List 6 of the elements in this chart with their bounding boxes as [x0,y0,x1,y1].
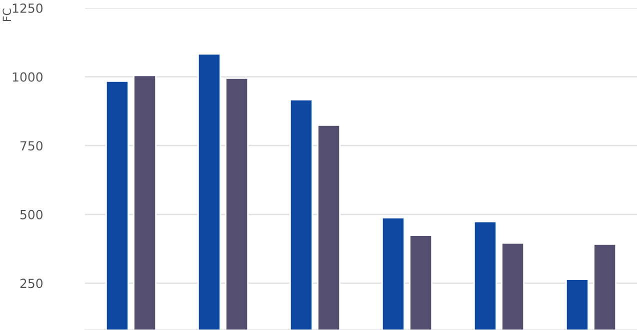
y-tick-label: 250 [20,278,43,288]
y-tick-label: 1250 [12,3,43,13]
y-axis-title: FC [2,8,12,22]
y-tick-label: 750 [20,141,43,151]
y-tick-label: 500 [20,210,43,220]
y-tick-label: 1000 [12,72,43,82]
